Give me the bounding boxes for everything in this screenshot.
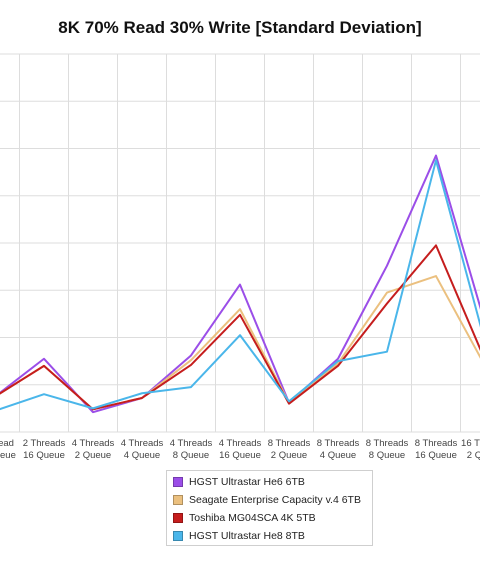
x-tick-label: 4 Threads 16 Queue [219, 438, 262, 461]
legend-label: Seagate Enterprise Capacity v.4 6TB [189, 494, 361, 506]
chart-title: 8K 70% Read 30% Write [Standard Deviatio… [58, 18, 422, 37]
x-tick-label: 8 Threads 4 Queue [317, 438, 360, 461]
series-line [0, 154, 480, 414]
x-tick-label: 4 Threads 2 Queue [72, 438, 115, 461]
x-tick-label: 8 Threads 8 Queue [366, 438, 409, 461]
legend-swatch [173, 495, 183, 505]
x-tick-label: 4 Threads 4 Queue [121, 438, 164, 461]
legend-swatch [173, 531, 183, 541]
legend-swatch [173, 513, 183, 523]
x-tick-label: 2 Threads 16 Queue [23, 438, 66, 461]
legend-item[interactable]: HGST Ultrastar He6 6TB [173, 473, 372, 491]
legend-label: HGST Ultrastar He8 8TB [189, 530, 305, 542]
legend: HGST Ultrastar He6 6TB Seagate Enterpris… [166, 470, 373, 546]
legend-label: Toshiba MG04SCA 4K 5TB [189, 512, 316, 524]
legend-label: HGST Ultrastar He6 6TB [189, 476, 305, 488]
legend-swatch [173, 477, 183, 487]
legend-item[interactable]: HGST Ultrastar He8 8TB [173, 527, 372, 545]
series-lines [0, 154, 480, 414]
x-tick-label: 8 Threads 2 Queue [268, 438, 311, 461]
legend-item[interactable]: Seagate Enterprise Capacity v.4 6TB [173, 491, 372, 509]
x-tick-label: 1 Thread16 Queue [0, 438, 16, 461]
x-tick-label: 4 Threads 8 Queue [170, 438, 213, 461]
grid-lines [0, 53, 480, 433]
legend-item[interactable]: Toshiba MG04SCA 4K 5TB [173, 509, 372, 527]
series-line [0, 159, 480, 411]
x-tick-label: 8 Threads 16 Queue [415, 438, 458, 461]
